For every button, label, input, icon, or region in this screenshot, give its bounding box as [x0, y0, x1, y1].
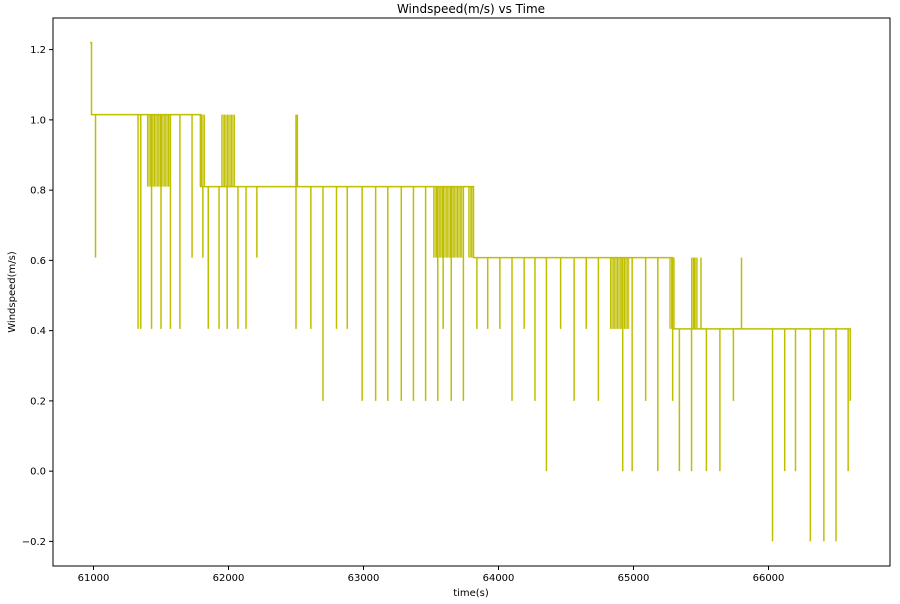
x-tick-label: 64000 [483, 573, 515, 584]
x-tick-label: 62000 [213, 573, 245, 584]
x-tick-label: 65000 [618, 573, 650, 584]
y-tick-label: −0.2 [22, 537, 46, 548]
x-tick-label: 66000 [753, 573, 785, 584]
y-axis: −0.2 0.0 0.2 0.4 0.6 0.8 1.0 1.2 [22, 45, 53, 548]
series-dense-band [221, 114, 235, 187]
y-tick-label: 0.6 [30, 256, 46, 267]
y-tick-label: 0.0 [30, 467, 46, 478]
series-layer [90, 41, 851, 542]
plot-frame [52, 17, 891, 567]
series-dense-band [199, 114, 205, 187]
y-tick-label: 1.0 [30, 115, 46, 126]
y-tick-label: 0.8 [30, 186, 46, 197]
y-tick-label: 1.2 [30, 45, 46, 56]
y-axis-label: Windspeed(m/s) [7, 251, 18, 333]
x-tick-label: 63000 [348, 573, 380, 584]
x-axis-label: time(s) [453, 588, 489, 599]
y-tick-label: 0.4 [30, 326, 46, 337]
y-tick-label: 0.2 [30, 396, 46, 407]
plot-area [53, 18, 890, 566]
series-dense-band [669, 257, 675, 329]
chart-title: Windspeed(m/s) vs Time [397, 2, 545, 16]
x-axis: 61000 62000 63000 64000 65000 66000 [78, 566, 785, 584]
series-dense-band [468, 186, 474, 258]
x-tick-label: 61000 [78, 573, 110, 584]
